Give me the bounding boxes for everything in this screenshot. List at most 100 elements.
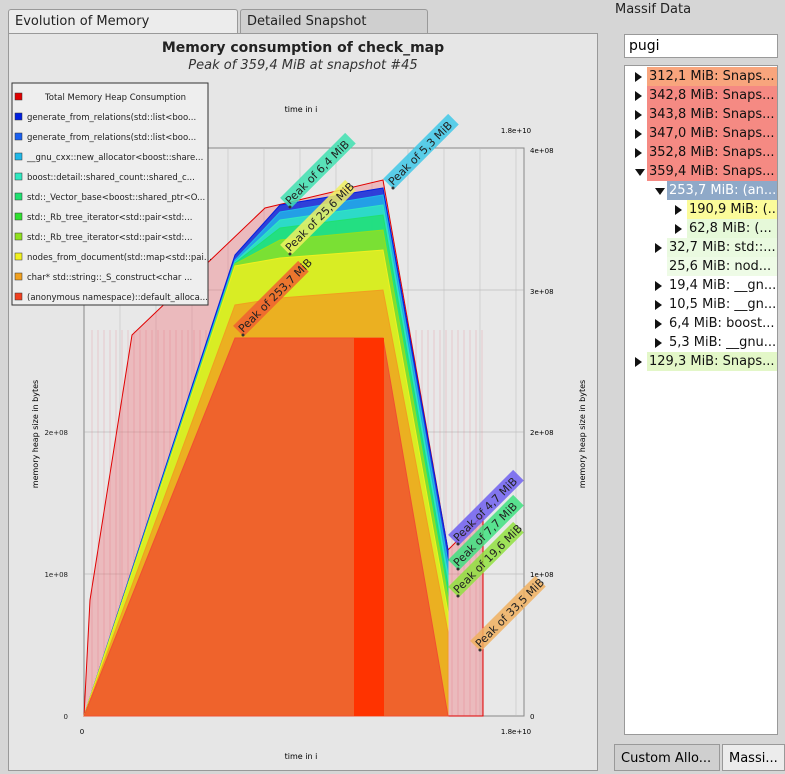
bottom-tab[interactable]: Custom Allo... bbox=[614, 744, 720, 771]
legend-label: __gnu_cxx::new_allocator<boost::share... bbox=[26, 153, 203, 163]
tree-row[interactable]: 253,7 MiB: (an... bbox=[653, 181, 777, 200]
expander[interactable] bbox=[635, 110, 642, 120]
annotation-bg bbox=[448, 521, 524, 598]
tree-label: 129,3 MiB: Snaps... bbox=[647, 352, 777, 371]
annotation-bg bbox=[383, 113, 459, 190]
y-tick-label: 4e+08 bbox=[530, 147, 554, 155]
tree-label: 32,7 MiB: std::... bbox=[667, 238, 777, 257]
tree-label: 5,3 MiB: __gnu... bbox=[667, 333, 777, 352]
tree-label: 253,7 MiB: (an... bbox=[667, 181, 777, 200]
tree-label: 19,4 MiB: __gn... bbox=[667, 276, 777, 295]
search-box[interactable]: pugi bbox=[624, 34, 778, 58]
annotation-dot bbox=[241, 333, 245, 337]
panel-title: Massif Data bbox=[615, 2, 692, 17]
x-tick-label: 1.8e+10 bbox=[501, 728, 531, 736]
annotation-dot bbox=[456, 594, 460, 598]
tree-label: 10,5 MiB: __gn... bbox=[667, 295, 777, 314]
legend-label: std::_Vector_base<boost::shared_ptr<O... bbox=[27, 193, 205, 203]
legend-swatch bbox=[14, 172, 23, 181]
tree-row[interactable]: 32,7 MiB: std::... bbox=[653, 238, 777, 257]
legend-swatch bbox=[14, 192, 23, 201]
legend-label: generate_from_relations(std::list<boo... bbox=[27, 133, 196, 143]
tree-row[interactable]: 62,8 MiB: (... bbox=[673, 219, 777, 238]
tree-row[interactable]: 342,8 MiB: Snaps... bbox=[633, 86, 777, 105]
expander[interactable] bbox=[635, 72, 642, 82]
legend-label: boost::detail::shared_count::shared_c... bbox=[27, 173, 195, 183]
y-tick-label: 0 bbox=[64, 713, 68, 721]
y-label: memory heap size in bytes bbox=[31, 380, 40, 488]
y-tick-label: 1e+08 bbox=[530, 571, 554, 579]
chart-frame: Memory consumption of check_map Peak of … bbox=[8, 33, 598, 771]
legend-swatch bbox=[14, 232, 23, 241]
legend-label: nodes_from_document(std::map<std::pai... bbox=[27, 253, 212, 263]
tree-label: 352,8 MiB: Snaps... bbox=[647, 143, 777, 162]
legend bbox=[11, 82, 209, 306]
legend-swatch bbox=[14, 152, 23, 161]
tree-row[interactable]: 190,9 MiB: (... bbox=[673, 200, 777, 219]
tree-row[interactable]: 6,4 MiB: boost... bbox=[653, 314, 777, 333]
expander[interactable] bbox=[635, 357, 642, 367]
x-label: time in i bbox=[285, 105, 318, 114]
tree-row[interactable]: 359,4 MiB: Snaps... bbox=[633, 162, 777, 181]
y-tick-label: 2e+08 bbox=[44, 429, 68, 437]
y-tick-label: 0 bbox=[530, 713, 534, 721]
stack-band bbox=[354, 338, 384, 716]
expander[interactable] bbox=[655, 338, 662, 348]
tree-label: 62,8 MiB: (... bbox=[687, 219, 777, 238]
annotation-dot bbox=[478, 648, 482, 652]
expander[interactable] bbox=[655, 188, 665, 195]
x-tick-label: 0 bbox=[80, 728, 84, 736]
legend-swatch bbox=[14, 272, 23, 281]
tree-label: 190,9 MiB: (... bbox=[687, 200, 778, 219]
tree-row[interactable]: 343,8 MiB: Snaps... bbox=[633, 105, 777, 124]
expander[interactable] bbox=[655, 243, 662, 253]
annotation-dot bbox=[456, 567, 460, 571]
bottom-tab[interactable]: Massi... bbox=[722, 744, 785, 771]
tree-row[interactable]: 347,0 MiB: Snaps... bbox=[633, 124, 777, 143]
tree-label: 359,4 MiB: Snaps... bbox=[647, 162, 777, 181]
y-tick-label: 3e+08 bbox=[530, 288, 554, 296]
legend-swatch bbox=[14, 212, 23, 221]
annotation-dot bbox=[288, 205, 292, 209]
tree-label: 343,8 MiB: Snaps... bbox=[647, 105, 777, 124]
tab[interactable]: Detailed Snapshot Analysis bbox=[240, 9, 428, 53]
tree-row[interactable]: 129,3 MiB: Snaps... bbox=[633, 352, 777, 371]
legend-label: std::_Rb_tree_iterator<std::pair<std:... bbox=[27, 233, 192, 243]
expander[interactable] bbox=[675, 205, 682, 215]
expander[interactable] bbox=[655, 319, 662, 329]
expander[interactable] bbox=[675, 224, 682, 234]
expander[interactable] bbox=[635, 148, 642, 158]
expander[interactable] bbox=[635, 129, 642, 139]
tree-row[interactable]: 5,3 MiB: __gnu... bbox=[653, 333, 777, 352]
annotation-bg bbox=[448, 469, 524, 546]
annotation-dot bbox=[288, 252, 292, 256]
annotation-bg bbox=[448, 494, 524, 571]
tree-label: 347,0 MiB: Snaps... bbox=[647, 124, 777, 143]
y-tick-label: 2e+08 bbox=[530, 429, 554, 437]
annotation-dot bbox=[391, 186, 395, 190]
tree-label: 342,8 MiB: Snaps... bbox=[647, 86, 777, 105]
chart-subtitle: Peak of 359,4 MiB at snapshot #45 bbox=[188, 58, 417, 73]
tree-row[interactable]: 25,6 MiB: nod... bbox=[653, 257, 777, 276]
legend-swatch bbox=[14, 92, 23, 101]
x-label: time in i bbox=[285, 752, 318, 761]
expander[interactable] bbox=[655, 281, 662, 291]
legend-label: generate_from_relations(std::list<boo... bbox=[27, 113, 196, 123]
tab[interactable]: Evolution of Memory Consumption bbox=[8, 9, 238, 53]
x-tick-label: 1.8e+10 bbox=[501, 127, 531, 135]
annotation-bg bbox=[280, 179, 356, 256]
tree-row[interactable]: 10,5 MiB: __gn... bbox=[653, 295, 777, 314]
chart-title: Memory consumption of check_map bbox=[162, 40, 444, 56]
legend-swatch bbox=[14, 112, 23, 121]
expander[interactable] bbox=[635, 169, 645, 176]
expander[interactable] bbox=[635, 91, 642, 101]
tree-row[interactable]: 352,8 MiB: Snaps... bbox=[633, 143, 777, 162]
tree-row[interactable]: 312,1 MiB: Snaps... bbox=[633, 67, 777, 86]
expander[interactable] bbox=[655, 300, 662, 310]
y-label: memory heap size in bytes bbox=[578, 380, 587, 488]
tree-row[interactable]: 19,4 MiB: __gn... bbox=[653, 276, 777, 295]
legend-label: Total Memory Heap Consumption bbox=[44, 93, 186, 103]
tree: 312,1 MiB: Snaps... 342,8 MiB: Snaps... 34… bbox=[624, 65, 778, 735]
tree-label: 25,6 MiB: nod... bbox=[667, 257, 777, 276]
